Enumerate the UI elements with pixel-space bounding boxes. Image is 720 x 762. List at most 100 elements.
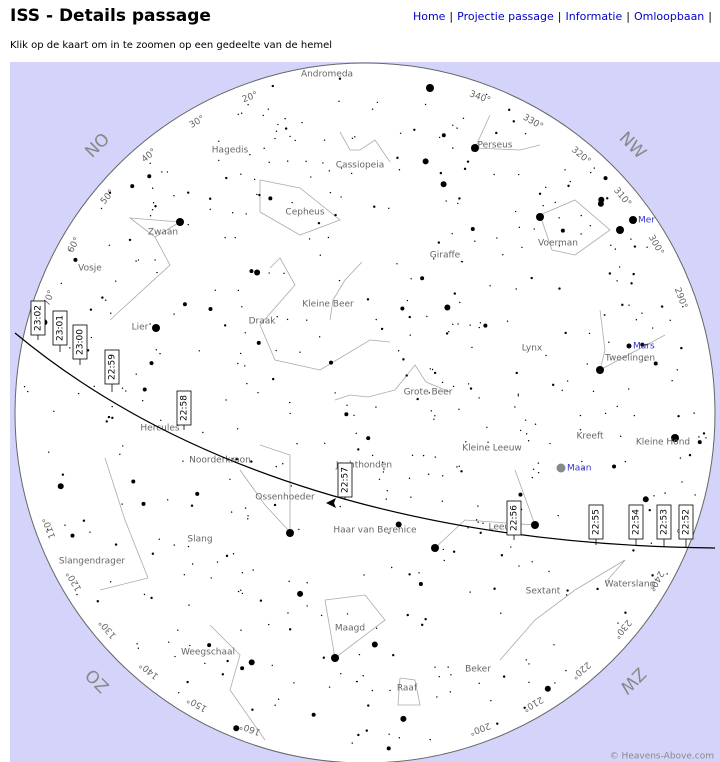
star xyxy=(240,589,242,591)
star xyxy=(166,171,169,173)
star xyxy=(128,238,132,242)
star xyxy=(198,350,200,352)
star xyxy=(413,128,416,131)
star xyxy=(669,319,671,322)
star xyxy=(477,505,479,507)
star xyxy=(508,108,511,112)
star xyxy=(510,546,512,548)
star xyxy=(274,704,276,706)
star xyxy=(256,193,258,196)
star xyxy=(553,644,555,646)
star xyxy=(286,160,289,162)
constellation-label: Giraffe xyxy=(430,251,461,261)
nav-link[interactable]: Home xyxy=(412,10,446,23)
star xyxy=(495,131,498,135)
star xyxy=(436,696,438,698)
constellation-label: Maagd xyxy=(335,624,365,634)
star xyxy=(650,542,653,544)
star xyxy=(311,712,316,717)
star xyxy=(257,391,259,394)
constellation-lines xyxy=(99,114,666,741)
star xyxy=(422,158,429,165)
star xyxy=(514,210,517,213)
star xyxy=(207,643,212,648)
constellation-line xyxy=(109,217,182,321)
star xyxy=(358,653,361,656)
star xyxy=(433,258,435,260)
star xyxy=(225,554,229,558)
star xyxy=(624,460,627,463)
star xyxy=(283,272,285,275)
star xyxy=(267,108,270,110)
star xyxy=(398,737,401,739)
star xyxy=(515,371,518,375)
star xyxy=(459,301,461,304)
star xyxy=(376,101,379,104)
star xyxy=(569,180,571,183)
star xyxy=(271,84,274,88)
star xyxy=(397,350,400,352)
star xyxy=(524,132,527,135)
star xyxy=(424,103,427,106)
star xyxy=(653,361,658,366)
star xyxy=(111,405,113,408)
star xyxy=(189,644,191,647)
star xyxy=(328,686,331,688)
star xyxy=(322,656,326,659)
nav-link[interactable]: Projectie passage xyxy=(457,10,554,23)
star xyxy=(378,478,381,480)
star xyxy=(182,460,184,462)
star xyxy=(237,362,239,365)
star xyxy=(610,244,612,247)
constellation-label: Slang xyxy=(187,535,212,545)
star xyxy=(679,457,682,459)
star xyxy=(224,236,226,239)
star xyxy=(447,666,449,668)
constellation-line xyxy=(434,469,536,549)
star xyxy=(107,415,111,419)
star xyxy=(46,528,49,530)
star xyxy=(502,254,504,256)
star xyxy=(420,623,424,627)
star xyxy=(676,369,678,371)
star xyxy=(458,465,460,467)
star xyxy=(114,280,117,282)
star xyxy=(258,193,261,197)
star xyxy=(523,706,526,710)
star xyxy=(590,171,592,174)
star xyxy=(259,599,263,602)
star xyxy=(424,617,427,621)
star xyxy=(319,254,322,256)
nav-link[interactable]: Omloopbaan xyxy=(633,10,705,23)
instruction: Klik op de kaart om in te zoomen op een … xyxy=(10,40,333,51)
direction-arrow xyxy=(326,498,336,508)
star xyxy=(641,312,643,314)
star xyxy=(89,531,91,533)
time-label: 22:57 xyxy=(341,467,351,493)
star xyxy=(486,426,488,428)
star xyxy=(517,395,519,397)
nav-link[interactable]: Informatie xyxy=(565,10,623,23)
star xyxy=(554,201,556,204)
star xyxy=(462,117,465,120)
star xyxy=(456,466,458,468)
star xyxy=(383,468,385,470)
star xyxy=(452,385,455,388)
star xyxy=(338,279,341,282)
star xyxy=(544,685,551,692)
constellation-line xyxy=(259,179,341,236)
star xyxy=(96,600,99,603)
star xyxy=(276,316,278,318)
star xyxy=(244,365,246,367)
constellation-line xyxy=(474,114,541,151)
star xyxy=(398,169,401,171)
star xyxy=(346,404,348,406)
star xyxy=(284,117,286,120)
time-label: 22:56 xyxy=(510,505,520,531)
sky-map[interactable]: 20°30°40°50°60°70°110°120°130°140°150°16… xyxy=(10,62,720,762)
constellation-label: Slangendrager xyxy=(59,557,126,567)
star xyxy=(698,436,700,438)
star xyxy=(173,195,175,197)
star xyxy=(135,373,137,375)
star xyxy=(375,318,377,321)
